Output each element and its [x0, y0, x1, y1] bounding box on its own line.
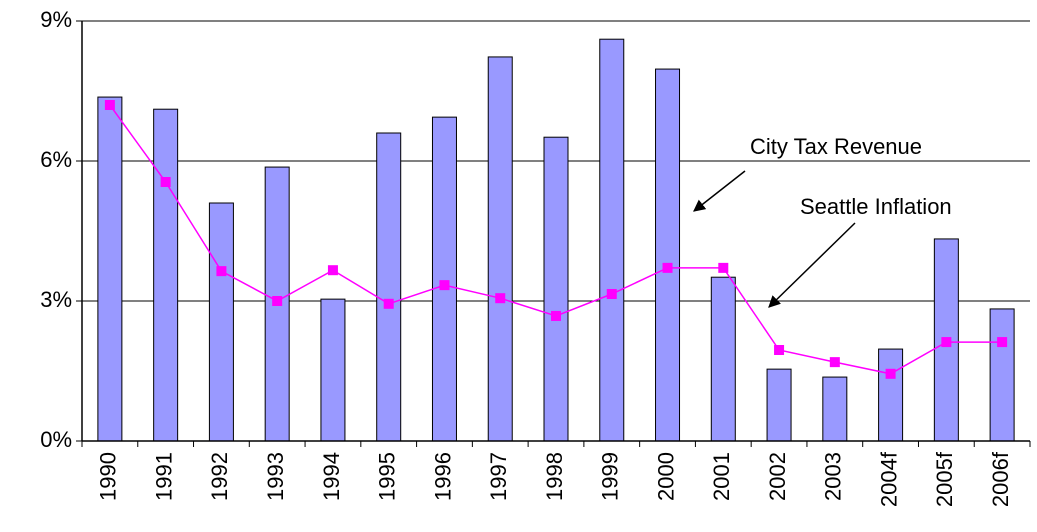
bar	[431, 116, 457, 442]
bar	[543, 136, 569, 442]
marker	[216, 266, 227, 277]
x-tick-label: 1998	[542, 452, 567, 501]
bar	[710, 276, 736, 442]
x-tick-label: 2005f	[932, 451, 957, 507]
bar	[655, 68, 681, 442]
bar	[989, 308, 1015, 442]
x-tick-label: 2002	[765, 452, 790, 501]
y-tick-label: 3%	[40, 287, 72, 312]
y-tick-label: 0%	[40, 427, 72, 452]
marker	[997, 337, 1008, 348]
y-tick-label: 9%	[40, 7, 72, 32]
x-tick-label: 2000	[653, 452, 678, 501]
x-tick-label: 1996	[430, 452, 455, 501]
x-tick-label: 2004f	[876, 451, 901, 507]
bar	[487, 56, 513, 442]
x-tick-label: 1990	[96, 452, 121, 501]
x-tick-label: 2003	[821, 452, 846, 501]
marker	[718, 262, 729, 273]
bar	[599, 38, 625, 442]
marker	[606, 289, 617, 299]
marker	[160, 177, 171, 187]
x-tick-label: 1999	[598, 452, 623, 501]
bar	[153, 108, 179, 442]
bar	[766, 368, 792, 442]
bar	[208, 202, 234, 442]
marker	[774, 345, 785, 355]
marker	[941, 337, 952, 348]
bar	[376, 132, 402, 442]
marker	[885, 368, 896, 379]
x-tick-label: 1993	[263, 452, 288, 501]
marker	[551, 310, 561, 321]
bar	[320, 298, 346, 442]
annotation: Seattle Inflation	[800, 194, 952, 219]
marker	[104, 100, 115, 110]
x-tick-label: 1995	[375, 452, 400, 501]
x-tick-label: 1991	[151, 452, 176, 501]
marker	[495, 293, 506, 304]
marker	[662, 262, 673, 273]
x-tick-label: 1992	[207, 452, 232, 501]
y-tick-label: 6%	[40, 147, 72, 172]
bar	[878, 348, 904, 442]
marker	[327, 265, 338, 276]
x-tick-label: 2001	[709, 452, 734, 501]
marker	[829, 357, 840, 368]
marker	[439, 280, 450, 291]
bar	[97, 96, 123, 442]
x-tick-label: 2006f	[988, 451, 1013, 507]
x-tick-label: 1997	[486, 452, 511, 501]
annotation-arrow	[768, 222, 856, 308]
bar	[822, 376, 848, 442]
marker	[383, 298, 394, 309]
marker	[272, 296, 283, 306]
annotation-arrow	[693, 170, 746, 212]
annotation: City Tax Revenue	[750, 134, 922, 159]
x-tick-label: 1994	[319, 452, 344, 501]
